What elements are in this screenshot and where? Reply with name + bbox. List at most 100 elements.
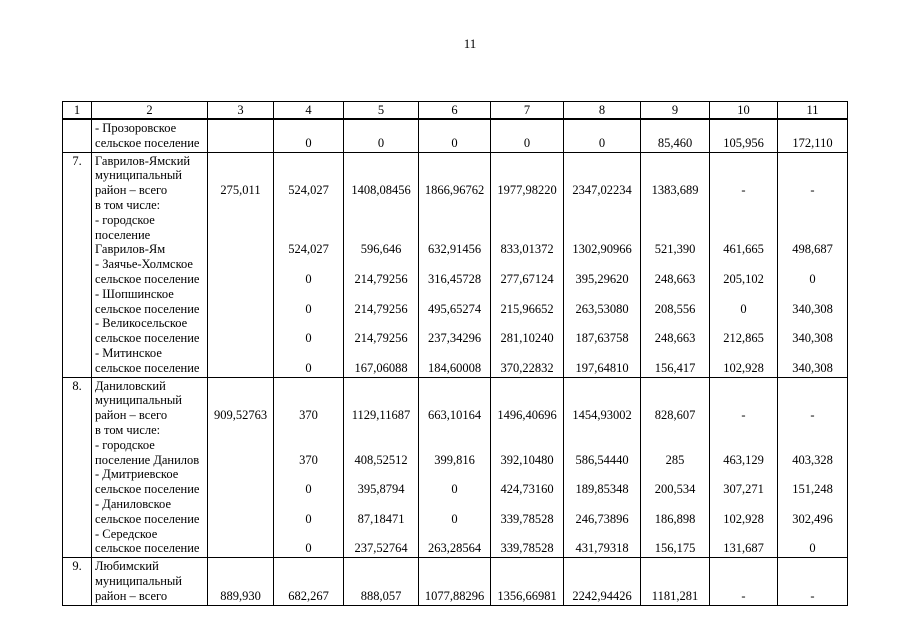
value-line: 214,79256 [354, 271, 408, 286]
value-line [344, 574, 418, 589]
value-line: 461,665 [723, 242, 764, 257]
value-line [344, 198, 418, 213]
label-line: в том числе: [95, 197, 161, 212]
value-line [778, 467, 847, 482]
value-line [564, 154, 640, 169]
value-line [710, 198, 777, 213]
value-line [710, 379, 777, 394]
value-line [274, 257, 343, 272]
value-line [419, 228, 490, 243]
value-line [208, 393, 273, 408]
value-line: 205,102 [723, 271, 764, 286]
value-line [208, 316, 273, 331]
value-line [778, 213, 847, 228]
data-table: 1 2 3 4 5 6 7 8 9 10 11 - Прозоровское сельское пос… [62, 101, 848, 606]
value-line: 184,60008 [427, 360, 482, 375]
value-line [208, 467, 273, 482]
label-line: - Дмитриевское [95, 467, 179, 482]
value-line [491, 316, 563, 331]
label-line: район – всего [95, 588, 168, 603]
value-line [641, 527, 709, 542]
row-label-cell: - Прозоровское сельское поселение [91, 118, 208, 153]
row-label-cell: Гаврилов-Ямский муниципальный район – всег… [91, 151, 208, 378]
value-line [344, 257, 418, 272]
value-line [710, 438, 777, 453]
value-line: 0 [305, 360, 312, 375]
label-line: муниципальный [95, 573, 182, 588]
value-line [344, 423, 418, 438]
value-cell: 275,011 [207, 151, 274, 378]
label-line: сельское поселение [95, 331, 200, 346]
value-line [641, 467, 709, 482]
value-line [564, 316, 640, 331]
value-line [344, 438, 418, 453]
value-line [274, 438, 343, 453]
value-cell: 0 [273, 118, 344, 153]
value-cell: 1866,96762 632,91456 316,45728 495,65274… [418, 151, 491, 378]
value-line [274, 121, 343, 136]
value-line [208, 331, 273, 346]
value-line: 424,73160 [500, 482, 554, 497]
value-line [274, 467, 343, 482]
value-line [564, 438, 640, 453]
value-line: 167,06088 [354, 360, 408, 375]
value-line: 340,308 [792, 301, 833, 316]
value-line [564, 497, 640, 512]
value-line [641, 228, 709, 243]
value-line: - [741, 408, 746, 423]
value-line [491, 423, 563, 438]
value-line [491, 346, 563, 361]
value-line: 370,22832 [500, 360, 554, 375]
value-line [208, 482, 273, 497]
column-header: 10 [709, 101, 778, 120]
value-line [641, 574, 709, 589]
value-line [491, 213, 563, 228]
value-line [419, 213, 490, 228]
row-number-cell: 9. [62, 557, 92, 606]
value-line: 431,79318 [575, 541, 629, 556]
value-line [208, 154, 273, 169]
value-line: 395,29620 [575, 271, 629, 286]
label-line: - Шопшинское [95, 286, 174, 301]
value-line [641, 423, 709, 438]
value-line [274, 316, 343, 331]
value-line: 214,79256 [354, 301, 408, 316]
value-line: 316,45728 [427, 271, 482, 286]
value-line [208, 379, 273, 394]
value-line: 0 [377, 135, 385, 150]
value-line [208, 257, 273, 272]
value-line [491, 559, 563, 574]
value-line [208, 453, 273, 468]
value-line [208, 287, 273, 302]
label-line: сельское поселение [95, 271, 200, 286]
value-line [564, 467, 640, 482]
value-line [641, 438, 709, 453]
value-cell: - 461,665 205,102 0 212,865 102,928 [709, 151, 778, 378]
value-line [778, 379, 847, 394]
column-header: 9 [640, 101, 710, 120]
value-line: 156,417 [654, 360, 696, 375]
value-line: 1181,281 [651, 588, 699, 603]
value-line [710, 393, 777, 408]
value-line: 131,687 [723, 541, 764, 556]
label-line: Гаврилов-Ям [95, 242, 166, 257]
column-header: 8 [563, 101, 641, 120]
value-line: 0 [305, 511, 312, 526]
value-line [778, 574, 847, 589]
value-line [274, 346, 343, 361]
value-line: 1496,40696 [497, 408, 557, 423]
value-line [564, 213, 640, 228]
value-line [778, 198, 847, 213]
value-line [419, 287, 490, 302]
value-line [419, 527, 490, 542]
value-line [274, 423, 343, 438]
value-line: 1077,88296 [424, 588, 485, 603]
label-line: поселение [95, 227, 151, 242]
value-line [208, 228, 273, 243]
value-cell: - [777, 557, 848, 606]
value-cell: - [709, 557, 778, 606]
value-cell: 370 370 0 0 0 [273, 376, 344, 559]
value-line [710, 559, 777, 574]
value-line [710, 574, 777, 589]
value-line [710, 121, 777, 136]
